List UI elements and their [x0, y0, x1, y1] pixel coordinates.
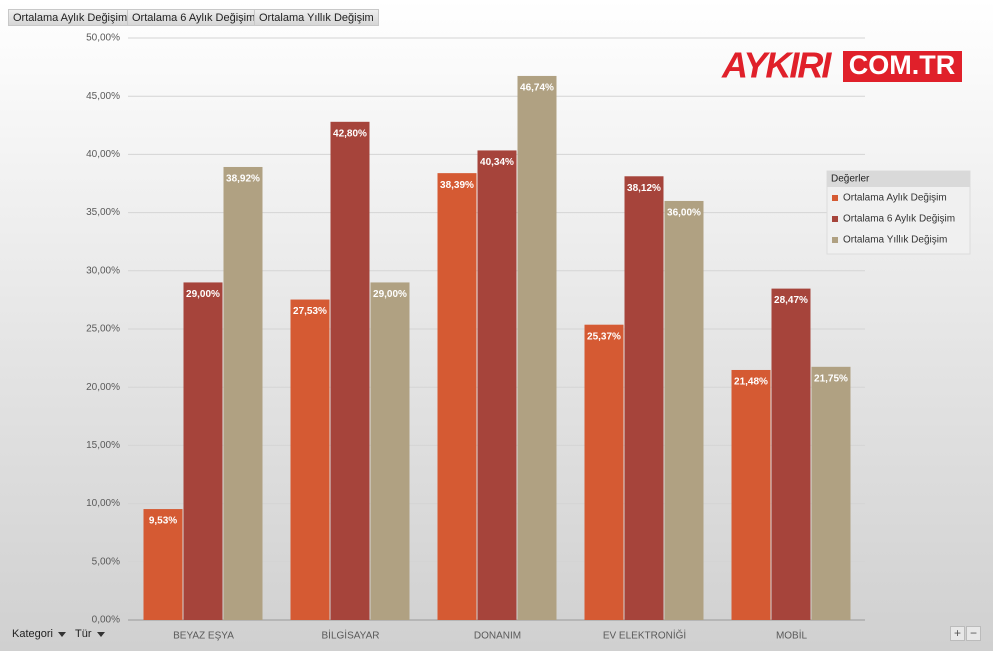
data-label: 38,39%: [440, 180, 474, 191]
legend-label: Ortalama Yıllık Değişim: [843, 235, 947, 246]
data-label: 21,75%: [814, 373, 848, 384]
bar: [771, 288, 811, 620]
data-label: 21,48%: [734, 377, 768, 388]
y-tick-label: 30,00%: [86, 265, 120, 276]
zoom-button[interactable]: −: [966, 626, 981, 641]
data-label: 29,00%: [186, 289, 220, 300]
bar: [731, 369, 771, 620]
x-tick-label: EV ELEKTRONİĞİ: [603, 629, 686, 642]
bar: [517, 75, 557, 620]
data-label: 40,34%: [480, 157, 514, 168]
axis-button[interactable]: Kategori: [12, 626, 66, 642]
bar: [624, 176, 664, 620]
bar: [437, 173, 477, 621]
y-tick-label: 0,00%: [92, 615, 120, 626]
zoom-button[interactable]: +: [950, 626, 965, 641]
data-label: 29,00%: [373, 289, 407, 300]
data-label: 46,74%: [520, 83, 554, 94]
x-tick-label: BİLGİSAYAR: [322, 629, 380, 642]
y-tick-label: 35,00%: [86, 207, 120, 218]
data-label: 38,92%: [226, 174, 260, 185]
bar: [477, 150, 517, 621]
field-button[interactable]: Ortalama 6 Aylık Değişim: [127, 9, 261, 26]
logo-box: [843, 51, 962, 82]
bar: [290, 299, 330, 620]
logo-left: AYKIRI: [721, 45, 832, 86]
data-label: 38,12%: [627, 183, 661, 194]
legend-marker: [832, 237, 838, 243]
y-tick-label: 15,00%: [86, 440, 120, 451]
y-tick-label: 50,00%: [86, 33, 120, 44]
bar: [223, 166, 263, 621]
data-label: 27,53%: [293, 306, 327, 317]
x-tick-label: MOBİL: [776, 629, 808, 642]
x-tick-label: DONANIM: [474, 631, 521, 642]
bar: [183, 282, 223, 620]
legend-label: Ortalama 6 Aylık Değişim: [843, 214, 955, 225]
field-button[interactable]: Ortalama Aylık Değişim: [8, 9, 133, 26]
y-tick-label: 25,00%: [86, 324, 120, 335]
bar: [584, 324, 624, 620]
bar: [330, 121, 370, 621]
bar: [370, 282, 410, 620]
bar: [664, 200, 704, 620]
legend-label: Ortalama Aylık Değişim: [843, 193, 947, 204]
y-tick-label: 5,00%: [92, 556, 120, 567]
bar: [143, 509, 183, 620]
data-label: 28,47%: [774, 295, 808, 306]
data-label: 36,00%: [667, 208, 701, 219]
field-button[interactable]: Ortalama Yıllık Değişim: [254, 9, 379, 26]
legend-marker: [832, 195, 838, 201]
data-label: 25,37%: [587, 331, 621, 342]
y-tick-label: 20,00%: [86, 382, 120, 393]
logo-right: COM.TR: [849, 50, 955, 80]
bar: [811, 366, 851, 620]
data-label: 9,53%: [149, 516, 177, 527]
legend-header: [827, 171, 970, 187]
axis-button[interactable]: Tür: [75, 626, 105, 642]
y-tick-label: 45,00%: [86, 91, 120, 102]
data-label: 42,80%: [333, 128, 367, 139]
x-tick-label: BEYAZ EŞYA: [173, 631, 234, 642]
y-tick-label: 40,00%: [86, 149, 120, 160]
legend-title: Değerler: [831, 174, 870, 185]
y-tick-label: 10,00%: [86, 498, 120, 509]
legend-marker: [832, 216, 838, 222]
